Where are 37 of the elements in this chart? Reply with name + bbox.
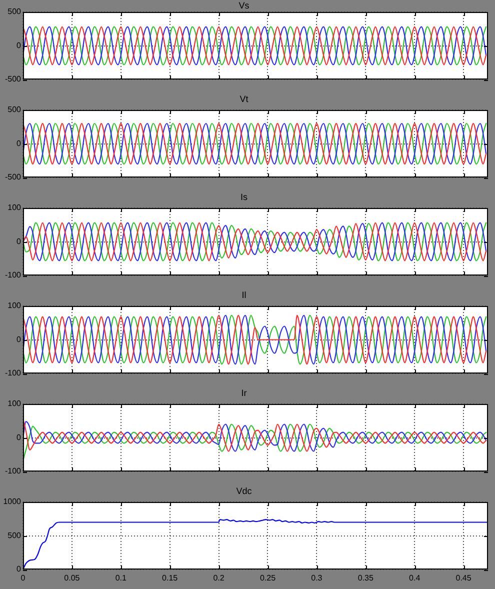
y-tick-label: 0	[16, 334, 22, 344]
y-tick-label: 0	[16, 40, 22, 50]
x-tick-label: 0.35	[358, 574, 374, 583]
x-tick-label: 0.15	[162, 574, 178, 583]
y-tick-label: -100	[4, 368, 22, 378]
y-tick-label: 100	[8, 399, 22, 408]
y-tick-label: 0	[16, 138, 22, 148]
chart-title: Is	[240, 192, 248, 202]
y-tick-label: 500	[8, 7, 22, 16]
y-tick-label: -500	[4, 172, 22, 182]
x-tick-label: 0.2	[213, 574, 225, 583]
y-tick-label: 100	[8, 301, 22, 310]
y-tick-label: 0	[16, 432, 22, 442]
y-tick-label: 0	[16, 236, 22, 246]
line-series	[23, 314, 487, 365]
x-tick-label: 0.45	[456, 574, 472, 583]
y-tick-label: 500	[8, 530, 22, 540]
chart-title: Vt	[240, 94, 249, 104]
line-series	[23, 122, 487, 165]
x-tick-label: 0.4	[409, 574, 421, 583]
y-tick-label: 100	[8, 203, 22, 212]
y-tick-label: -500	[4, 74, 22, 84]
y-tick-label: 500	[8, 105, 22, 114]
line-series	[23, 26, 487, 66]
chart-title: Vs	[238, 0, 250, 10]
x-tick-label: 0.05	[64, 574, 80, 583]
x-tick-label: 0.25	[260, 574, 276, 583]
line-series	[23, 222, 487, 262]
y-tick-label: 0	[16, 564, 22, 574]
y-tick-label: -100	[4, 270, 22, 280]
chart-title: Ir	[241, 388, 247, 398]
y-tick-label: 1000	[3, 497, 22, 506]
y-tick-label: -100	[4, 466, 22, 476]
chart-title: Il	[242, 290, 246, 300]
chart-title: Vdc	[236, 486, 252, 496]
x-tick-label: 0.1	[115, 574, 128, 583]
x-tick-label: 0.3	[311, 574, 323, 583]
